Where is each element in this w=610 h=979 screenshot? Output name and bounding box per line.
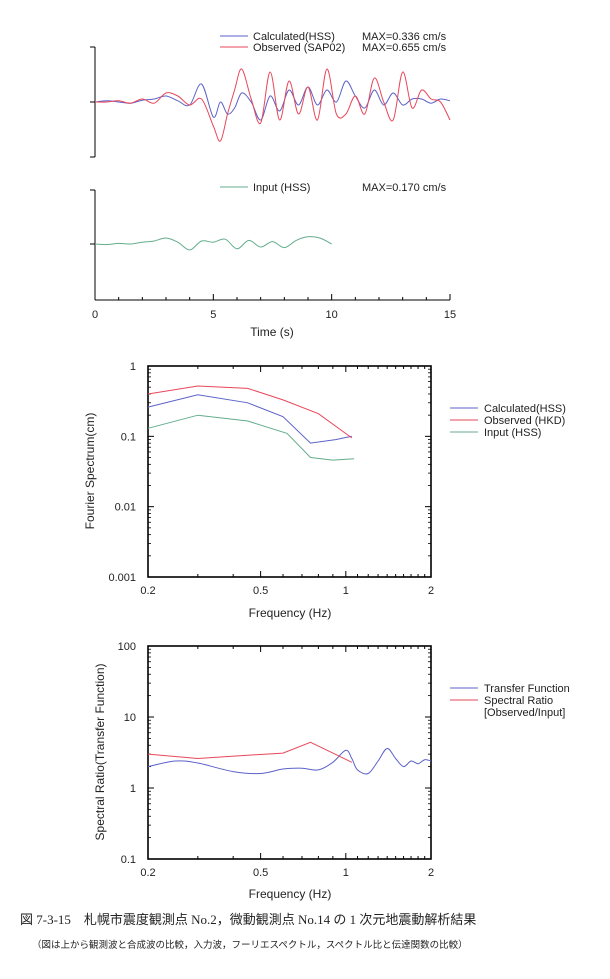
waveform-observed-line (94, 68, 451, 142)
legend-label-observed: Observed (SAP02) (253, 42, 345, 54)
input-wave-line (94, 236, 332, 251)
legend-max-input: MAX=0.170 cm/s (362, 182, 447, 194)
ratio-y-axis-label: Spectral Ratio(Transfer Function) (93, 664, 107, 841)
ratio-y-tick-label: 100 (118, 641, 136, 653)
legend-label-fourier-calculated: Calculated(HSS) (484, 403, 566, 415)
legend-label-fourier-input: Input (HSS) (484, 427, 541, 439)
time-axis-tick-label: 0 (92, 309, 98, 321)
time-axis-tick-label: 5 (210, 309, 216, 321)
legend-max-observed: MAX=0.655 cm/s (362, 42, 447, 54)
fourier-x-tick-label: 1 (343, 585, 349, 597)
legend-max-calculated: MAX=0.336 cm/s (362, 31, 447, 43)
ratio-x-axis-label: Frequency (Hz) (249, 887, 332, 901)
panel-input-wave: 0 5 10 15 Time (s) Input (HSS) MAX=0.170 cm… (90, 182, 456, 339)
fourier-y-tick-label: 0.001 (108, 572, 136, 584)
ratio-x-tick-label: 0.5 (253, 867, 268, 879)
ratio-y-tick-label: 0.1 (121, 854, 136, 866)
legend-label-observed-input: [Observed/Input] (484, 707, 565, 719)
ratio-x-tick-label: 2 (428, 867, 434, 879)
fourier-calculated-hss-line (147, 394, 352, 444)
ratio-transfer-function-line (147, 748, 432, 775)
panel-waveform-compare: Calculated(HSS) MAX=0.336 cm/s Observed … (90, 31, 451, 158)
fourier-y-tick-label: 0.1 (121, 431, 136, 443)
legend-label-fourier-observed: Observed (HKD) (484, 415, 565, 427)
waveform-calculated-line (94, 80, 451, 121)
ratio-x-tick-label: 1 (343, 867, 349, 879)
panel-spectral-ratio: 0.1 1 10 100 0.2 0.5 1 2 Frequency (Hz) Spectra… (93, 641, 570, 901)
fourier-y-tick-label: 1 (130, 361, 136, 373)
ratio-x-tick-label: 0.2 (140, 867, 155, 879)
ratio-y-tick-label: 1 (130, 783, 136, 795)
figure-caption-sub: （図は上から観測波と合成波の比較，入力波，フーリエスペクトル，スペクトル比と伝達… (32, 939, 468, 951)
fourier-x-tick-label: 0.5 (253, 585, 268, 597)
time-axis-label: Time (s) (250, 325, 294, 339)
legend-label-input: Input (HSS) (253, 182, 310, 194)
ratio-spectral-ratio-line (147, 741, 353, 763)
fourier-y-axis-label: Fourier Spectrum(cm) (83, 413, 97, 530)
fourier-input-hss-line (147, 414, 355, 461)
figure-caption: 図 7-3-15 札幌市震度観測点 No.2，微動観測点 No.14 の 1 次… (20, 912, 476, 927)
time-axis-tick-label: 10 (326, 309, 338, 321)
time-axis-tick-label: 15 (444, 309, 456, 321)
fourier-x-axis-label: Frequency (Hz) (249, 606, 332, 620)
ratio-plot-frame (147, 645, 432, 860)
legend-label-transfer: Transfer Function (484, 683, 570, 695)
legend-label-spectral: Spectral Ratio (484, 695, 553, 707)
fourier-plot-frame (147, 365, 432, 578)
fourier-x-tick-label: 2 (428, 585, 434, 597)
fourier-y-tick-label: 0.01 (115, 502, 136, 514)
fourier-x-tick-label: 0.2 (140, 585, 155, 597)
panel-fourier-spectrum: 0.001 0.01 0.1 1 0.2 0.5 1 2 Frequency (Hz) Fou… (83, 361, 566, 620)
legend-label-calculated: Calculated(HSS) (253, 31, 335, 43)
ratio-y-tick-label: 10 (124, 712, 136, 724)
fourier-observed-hkd-line (147, 385, 353, 439)
